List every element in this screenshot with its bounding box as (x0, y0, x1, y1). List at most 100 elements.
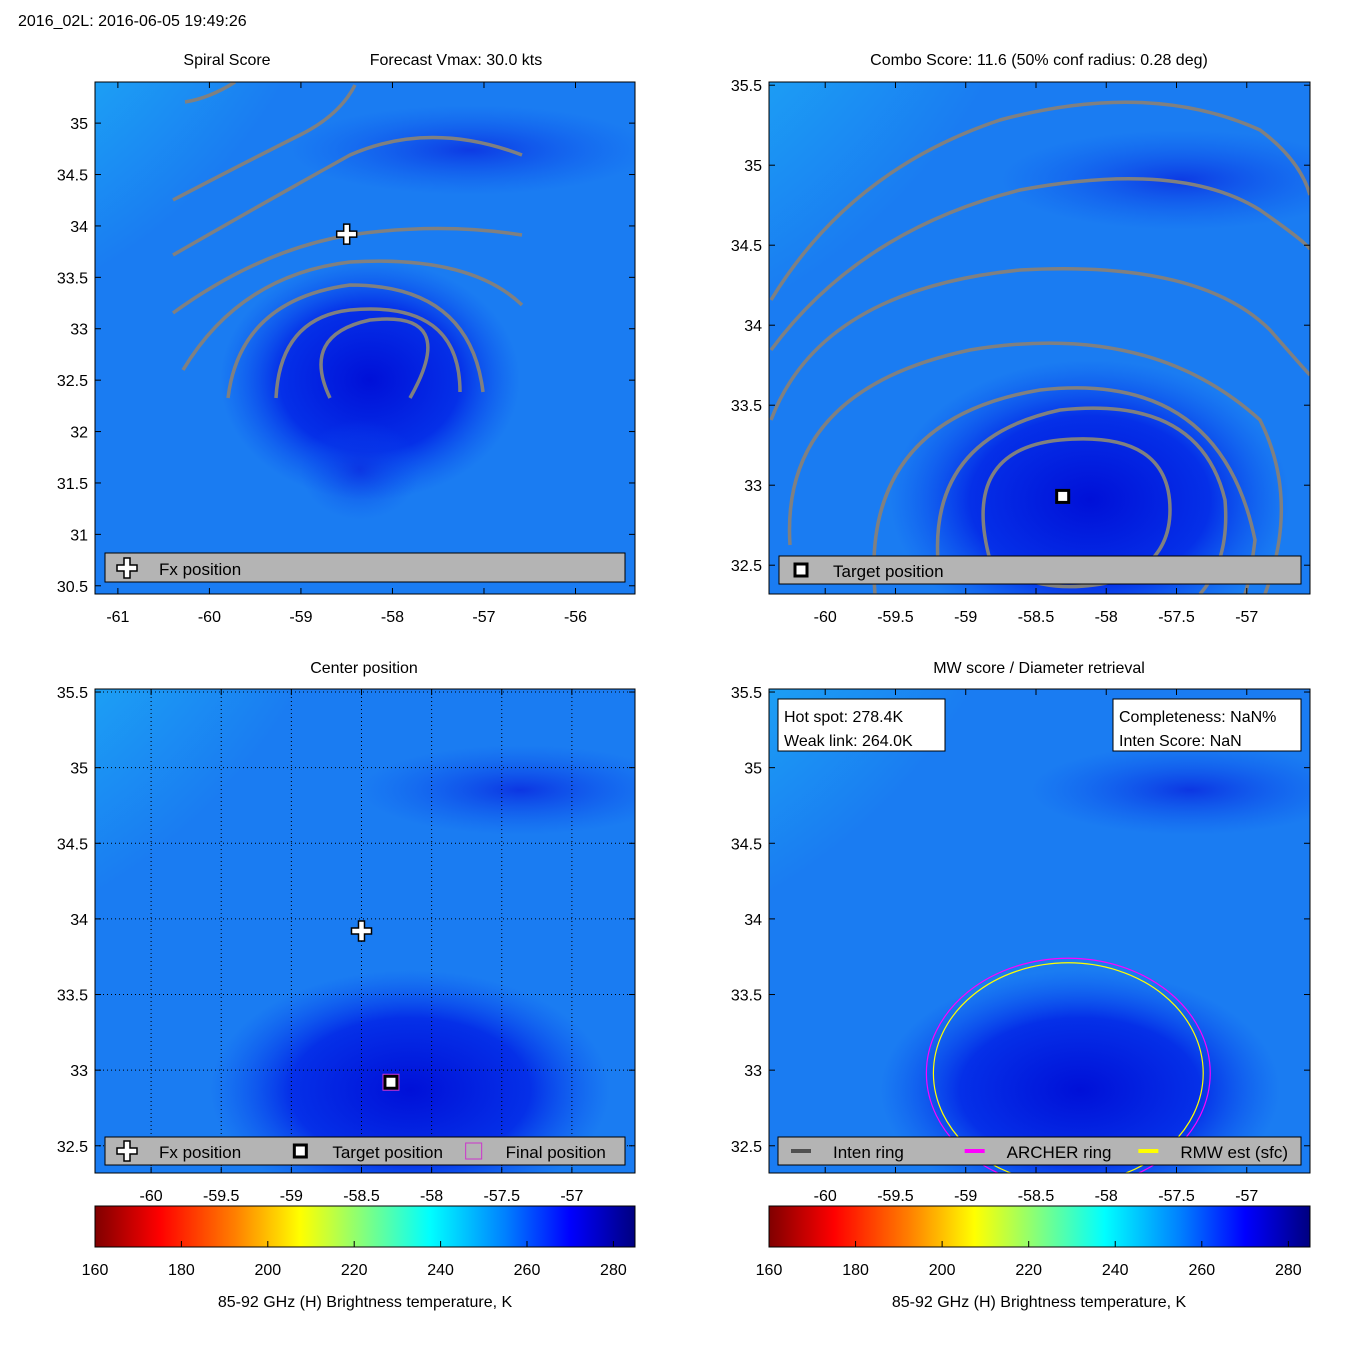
x-tick-label: -59 (280, 1188, 303, 1205)
legend-label: ARCHER ring (1007, 1143, 1112, 1162)
legend-fx-symbol (116, 1140, 138, 1162)
colorbar-tick-label: 220 (1015, 1262, 1042, 1279)
x-tick-label: -60 (814, 609, 837, 626)
x-tick-label: -58 (1095, 1188, 1118, 1205)
x-tick-label: -57.5 (1158, 609, 1195, 626)
y-tick-label: 35 (744, 761, 762, 778)
y-tick-label: 34 (744, 912, 762, 929)
legend-label: Target position (332, 1143, 443, 1162)
colorbar-tick-label: 260 (514, 1262, 541, 1279)
panel-center: Center position -60 -59.5 -59 -58.5 -58 -57.5… (57, 660, 636, 1205)
fx-position-marker (335, 223, 358, 245)
panel-mw: MW score / Diameter retrieval -60 -59.5 -5… (731, 660, 1311, 1205)
heatmap-warm-corner (769, 82, 1069, 382)
y-tick-label: 35 (744, 158, 762, 175)
archer-ring (925, 957, 1211, 1173)
legend-label: Target position (833, 562, 944, 581)
panel-spiral: Spiral Score Forecast Vmax: 30.0 kts -61… (57, 52, 636, 626)
y-tick-label: 34.5 (57, 836, 88, 853)
y-tick-label: 35.5 (57, 685, 88, 702)
x-tick-label: -57 (472, 609, 495, 626)
x-tick-label: -58 (420, 1188, 443, 1205)
markers (350, 920, 400, 1091)
legend: Inten ring ARCHER ring RMW est (sfc) (777, 1136, 1302, 1166)
x-tick-label: -58.5 (1018, 609, 1055, 626)
contour-lines (769, 100, 1310, 594)
x-tick-label: -58 (381, 609, 404, 626)
legend-target-symbol (793, 562, 809, 578)
legend-final-symbol (465, 1142, 483, 1160)
colorbar-label: 85-92 GHz (H) Brightness temperature, K (892, 1294, 1187, 1311)
colorbar-tick-label: 280 (1275, 1262, 1302, 1279)
colorbar-tick-label: 240 (1102, 1262, 1129, 1279)
colorbar-tick-label: 180 (168, 1262, 195, 1279)
colorbar-tick-label: 200 (929, 1262, 956, 1279)
x-tick-label: -59.5 (877, 1188, 914, 1205)
axes: -60 -59.5 -59 -58.5 -58 -57.5 -57 32.5 33 33.5 34 3… (57, 685, 635, 1205)
legend-label: Inten ring (833, 1143, 904, 1162)
y-tick-label: 35 (70, 116, 88, 133)
x-tick-label: -57 (560, 1188, 583, 1205)
x-tick-label: -57.5 (1158, 1188, 1195, 1205)
colorbar-tick-label: 200 (254, 1262, 281, 1279)
colorbar-left: 160 180 200 220 240 260 280 85-92 GHz (H) Brig… (82, 1205, 636, 1311)
info-box-left: Hot spot: 278.4K Weak link: 264.0K (777, 698, 946, 752)
y-tick-label: 30.5 (57, 579, 88, 596)
heatmap-eye-tail (300, 420, 420, 520)
x-tick-label: -60 (198, 609, 221, 626)
heatmap-eye (880, 970, 1280, 1173)
y-tick-label: 31 (70, 527, 88, 544)
y-tick-label: 31.5 (57, 476, 88, 493)
y-tick-label: 32.5 (731, 1139, 762, 1156)
legend: Fx position (104, 552, 626, 583)
heatmap-eye (210, 970, 610, 1173)
legend-label: Fx position (159, 1143, 241, 1162)
target-position-marker (1055, 488, 1071, 504)
x-tick-label: -60 (814, 1188, 837, 1205)
x-tick-label: -59 (954, 1188, 977, 1205)
x-tick-label: -59 (289, 609, 312, 626)
y-tick-label: 34 (70, 219, 88, 236)
x-tick-label: -59 (954, 609, 977, 626)
markers (1055, 488, 1071, 504)
y-tick-label: 33 (744, 1063, 762, 1080)
y-tick-label: 34 (70, 912, 88, 929)
legend-label: RMW est (sfc) (1180, 1143, 1288, 1162)
y-tick-label: 35 (70, 761, 88, 778)
y-tick-label: 34.5 (731, 836, 762, 853)
y-tick-label: 34.5 (731, 238, 762, 255)
colorbar-tick-label: 180 (842, 1262, 869, 1279)
weak-link-text: Weak link: 264.0K (784, 733, 913, 750)
colorbar-tick-label: 160 (82, 1262, 109, 1279)
figure-title: 2016_02L: 2016-06-05 19:49:26 (18, 13, 247, 30)
legend-label: Final position (506, 1143, 606, 1162)
y-tick-label: 34 (744, 318, 762, 335)
colorbar-tick-label: 220 (341, 1262, 368, 1279)
y-tick-label: 32.5 (57, 373, 88, 390)
heatmap-warm-corner (95, 689, 375, 969)
colorbar-tick-label: 260 (1188, 1262, 1215, 1279)
rings (925, 957, 1211, 1173)
panel-title: Center position (310, 660, 418, 677)
y-tick-label: 33.5 (57, 988, 88, 1005)
x-tick-label: -59.5 (203, 1188, 240, 1205)
colorbar-tick-label: 240 (427, 1262, 454, 1279)
colorbar-right: 160 180 200 220 240 260 280 85-92 GHz (H) Brig… (756, 1205, 1311, 1311)
y-tick-label: 33 (70, 1063, 88, 1080)
y-tick-label: 32 (70, 425, 88, 442)
heatmap-warm-corner (95, 82, 355, 342)
y-tick-label: 35.5 (731, 78, 762, 95)
y-tick-label: 34.5 (57, 168, 88, 185)
x-tick-label: -57.5 (484, 1188, 521, 1205)
info-box-right: Completeness: NaN% Inten Score: NaN (1112, 698, 1302, 752)
y-tick-label: 32.5 (731, 558, 762, 575)
panel-title: MW score / Diameter retrieval (933, 660, 1145, 677)
colorbar-label: 85-92 GHz (H) Brightness temperature, K (218, 1294, 513, 1311)
completeness-text: Completeness: NaN% (1119, 709, 1276, 726)
x-tick-label: -59.5 (877, 609, 914, 626)
y-tick-label: 33.5 (731, 398, 762, 415)
x-tick-label: -56 (564, 609, 587, 626)
x-tick-label: -57 (1235, 609, 1258, 626)
final-position-marker (382, 1073, 400, 1091)
legend: Target position (778, 555, 1302, 585)
